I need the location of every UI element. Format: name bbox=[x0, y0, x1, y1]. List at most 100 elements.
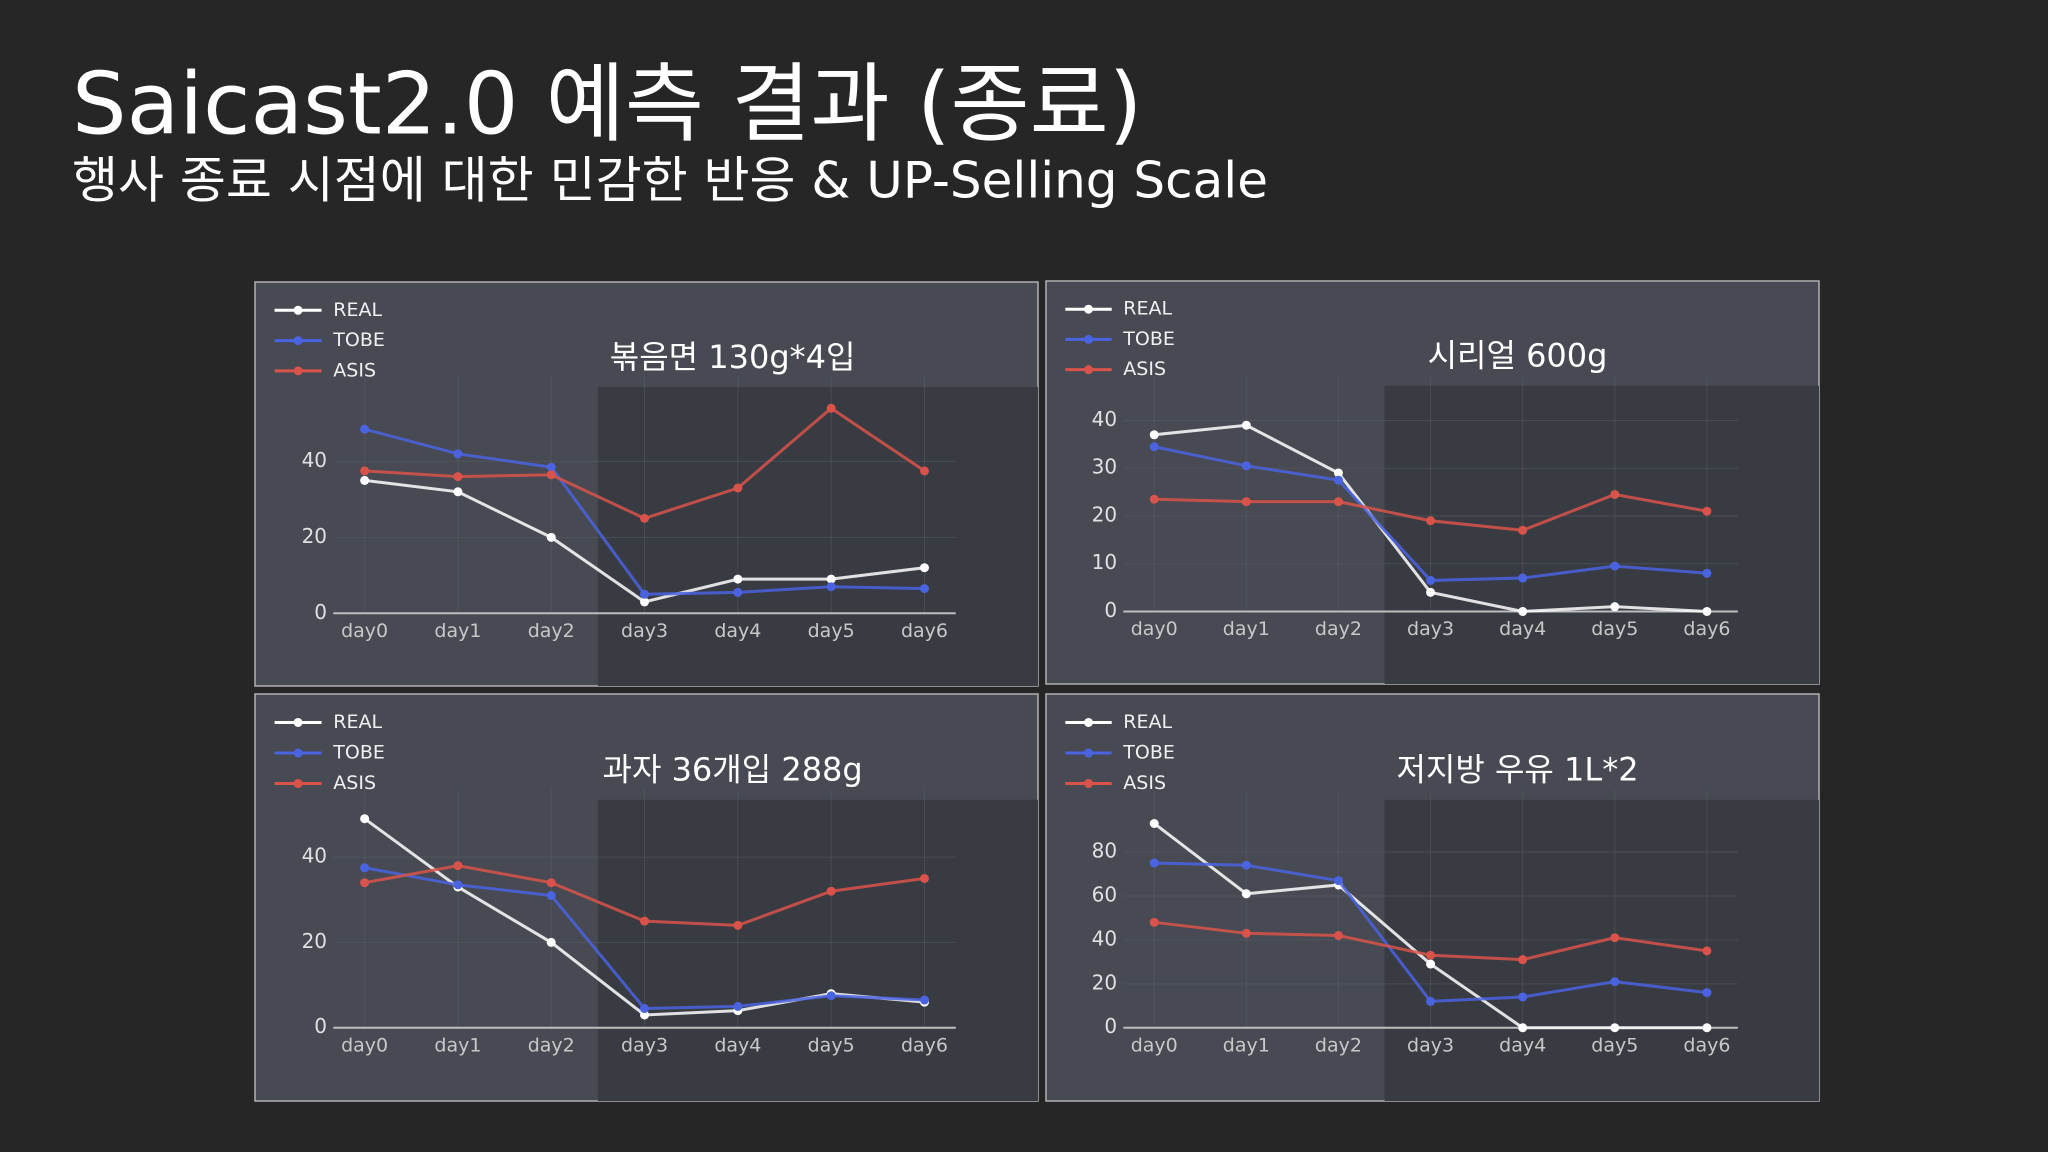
legend-label: TOBE bbox=[1122, 742, 1175, 764]
legend-label: TOBE bbox=[1122, 328, 1175, 350]
data-point bbox=[1702, 568, 1712, 578]
x-tick-label: day1 bbox=[1223, 618, 1270, 640]
legend-label: TOBE bbox=[332, 742, 385, 764]
data-point bbox=[546, 878, 556, 888]
data-point bbox=[1518, 992, 1528, 1002]
y-tick-label: 80 bbox=[1092, 839, 1117, 863]
data-point bbox=[1241, 889, 1251, 899]
data-point bbox=[640, 589, 650, 599]
data-point bbox=[1426, 516, 1436, 526]
x-tick-label: day4 bbox=[714, 1035, 761, 1057]
data-point bbox=[1426, 950, 1436, 960]
legend-label: ASIS bbox=[1123, 772, 1166, 794]
data-point bbox=[360, 475, 370, 485]
legend-label: ASIS bbox=[333, 772, 376, 794]
y-tick-label: 10 bbox=[1092, 550, 1117, 574]
chart-title: 저지방 우유 1L*2 bbox=[1396, 750, 1638, 788]
y-tick-label: 0 bbox=[314, 600, 327, 624]
data-point bbox=[1426, 996, 1436, 1006]
data-point bbox=[1702, 988, 1712, 998]
x-tick-label: day1 bbox=[434, 1035, 481, 1057]
data-point bbox=[1610, 602, 1620, 612]
data-point bbox=[1241, 420, 1251, 430]
data-point bbox=[453, 861, 463, 871]
data-point bbox=[1333, 876, 1343, 886]
x-tick-label: day5 bbox=[808, 620, 855, 642]
x-tick-label: day3 bbox=[621, 620, 668, 642]
y-tick-label: 40 bbox=[1092, 407, 1117, 431]
legend-label: REAL bbox=[1123, 298, 1172, 320]
chart-title: 시리얼 600g bbox=[1428, 337, 1608, 375]
data-point bbox=[1333, 497, 1343, 507]
x-tick-label: day0 bbox=[1131, 618, 1178, 640]
y-tick-label: 20 bbox=[302, 929, 327, 953]
x-tick-label: day0 bbox=[341, 620, 388, 642]
data-point bbox=[1426, 959, 1436, 969]
legend-marker bbox=[1084, 304, 1094, 314]
y-tick-label: 0 bbox=[314, 1014, 327, 1038]
y-tick-label: 20 bbox=[302, 524, 327, 548]
legend-marker bbox=[1084, 365, 1094, 375]
data-point bbox=[453, 880, 463, 890]
data-point bbox=[1702, 506, 1712, 516]
data-point bbox=[1518, 525, 1528, 535]
y-tick-label: 20 bbox=[1092, 502, 1117, 526]
chart-title: 과자 36개입 288g bbox=[603, 750, 863, 788]
data-point bbox=[733, 587, 743, 597]
data-point bbox=[1426, 587, 1436, 597]
x-tick-label: day5 bbox=[808, 1035, 855, 1057]
x-tick-label: day4 bbox=[714, 620, 761, 642]
data-point bbox=[919, 584, 929, 594]
legend-label: REAL bbox=[333, 711, 382, 733]
data-point bbox=[919, 873, 929, 883]
x-tick-label: day3 bbox=[1407, 1035, 1454, 1057]
x-tick-label: day6 bbox=[901, 620, 948, 642]
data-point bbox=[453, 449, 463, 459]
y-tick-label: 40 bbox=[302, 844, 327, 868]
x-tick-label: day2 bbox=[1315, 618, 1362, 640]
forecast-region bbox=[597, 387, 1038, 686]
data-point bbox=[360, 878, 370, 888]
x-tick-label: day2 bbox=[528, 1035, 575, 1057]
chart-panel: day0 day1 day2 day3 day4 day5 day6 0 20 40 과자 36개입… bbox=[254, 693, 1039, 1102]
data-point bbox=[1610, 933, 1620, 943]
data-point bbox=[640, 513, 650, 523]
legend-label: REAL bbox=[1123, 711, 1172, 733]
data-point bbox=[826, 574, 836, 584]
forecast-region bbox=[1384, 799, 1819, 1101]
data-point bbox=[360, 424, 370, 434]
data-point bbox=[640, 1010, 650, 1020]
x-tick-label: day4 bbox=[1499, 618, 1546, 640]
data-point bbox=[1610, 1023, 1620, 1033]
chart-panel: day0 day1 day2 day3 day4 day5 day6 0 20 40 60 80 저지방… bbox=[1045, 693, 1820, 1102]
x-tick-label: day6 bbox=[1683, 1035, 1730, 1057]
data-point bbox=[1333, 468, 1343, 478]
y-tick-label: 0 bbox=[1104, 598, 1117, 622]
x-tick-label: day2 bbox=[528, 620, 575, 642]
data-point bbox=[1518, 1023, 1528, 1033]
x-tick-label: day5 bbox=[1591, 1035, 1638, 1057]
data-point bbox=[826, 582, 836, 592]
data-point bbox=[546, 470, 556, 480]
data-point bbox=[1149, 858, 1159, 868]
data-point bbox=[360, 466, 370, 476]
data-point bbox=[1241, 928, 1251, 938]
legend-marker bbox=[293, 366, 303, 376]
y-tick-label: 20 bbox=[1092, 970, 1117, 994]
data-point bbox=[360, 814, 370, 824]
y-tick-label: 30 bbox=[1092, 455, 1117, 479]
x-tick-label: day0 bbox=[341, 1035, 388, 1057]
data-point bbox=[1610, 977, 1620, 987]
data-point bbox=[640, 597, 650, 607]
data-point bbox=[546, 891, 556, 901]
data-point bbox=[1610, 561, 1620, 571]
data-point bbox=[546, 532, 556, 542]
legend-marker bbox=[293, 305, 303, 315]
chart-title: 볶음면 130g*4입 bbox=[610, 338, 856, 376]
slide-subtitle: 행사 종료 시점에 대한 민감한 반응 & UP-Selling Scale bbox=[72, 152, 1268, 210]
data-point bbox=[546, 937, 556, 947]
legend-label: ASIS bbox=[333, 359, 376, 381]
data-point bbox=[1518, 606, 1528, 616]
